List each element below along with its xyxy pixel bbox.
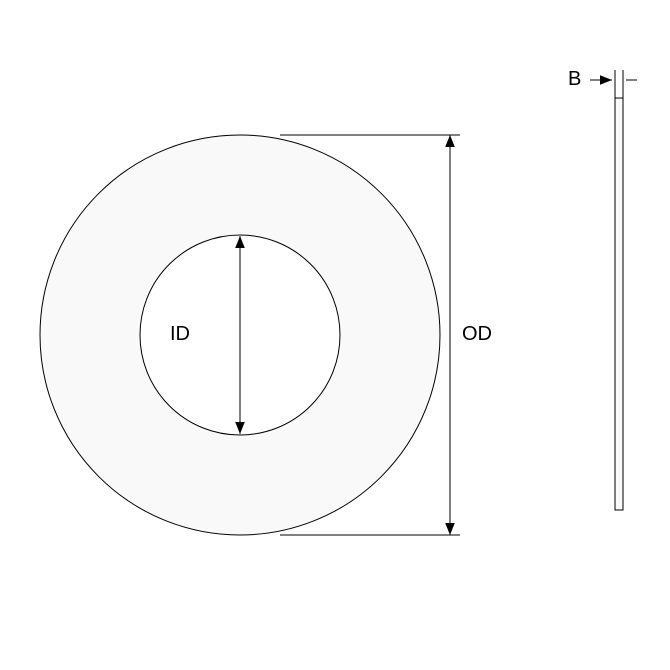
thickness-label: B — [568, 68, 581, 91]
inner-diameter-label: ID — [170, 323, 190, 346]
outer-diameter-label: OD — [462, 323, 492, 346]
washer-diagram — [0, 0, 670, 670]
